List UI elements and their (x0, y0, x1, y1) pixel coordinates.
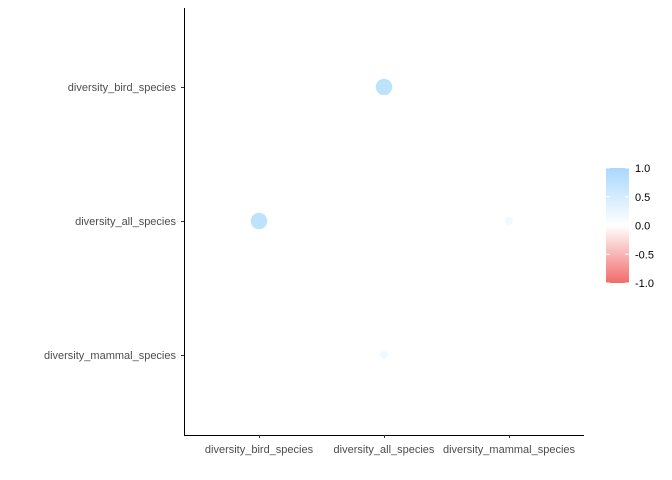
correlation-point (504, 216, 514, 226)
legend-tick-label: -1.0 (635, 278, 654, 290)
x-tick-label: diversity_mammal_species (443, 444, 576, 456)
y-ticks-layer: diversity_mammal_species diversity_all_sp… (44, 82, 184, 362)
legend-ticks-layer: 1.0 0.5 0.0 -0.5 -1.0 (606, 163, 654, 290)
correlation-point (375, 78, 393, 96)
x-tick-label: diversity_bird_species (205, 444, 314, 456)
legend-tick-label: 1.0 (635, 163, 650, 175)
correlation-point (379, 350, 389, 360)
x-tick-label: diversity_all_species (334, 444, 435, 456)
y-tick-label: diversity_bird_species (68, 82, 177, 94)
legend-tick-label: 0.0 (635, 221, 650, 233)
points-layer (250, 78, 514, 360)
legend-tick-label: -0.5 (635, 249, 654, 261)
legend-tick-label: 0.5 (635, 192, 650, 204)
color-legend: 1.0 0.5 0.0 -0.5 -1.0 (606, 163, 654, 290)
correlation-point (250, 212, 268, 230)
y-tick-label: diversity_mammal_species (44, 350, 177, 362)
y-tick-label: diversity_all_species (75, 216, 176, 228)
legend-colorbar (606, 168, 629, 283)
x-ticks-layer: diversity_bird_species diversity_all_spec… (205, 435, 576, 456)
